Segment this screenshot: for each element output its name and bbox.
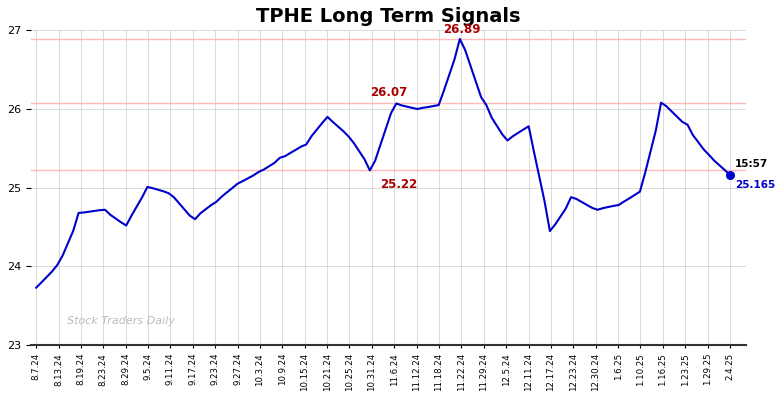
Text: 25.22: 25.22	[379, 178, 417, 191]
Text: 25.165: 25.165	[735, 180, 775, 190]
Point	[724, 172, 736, 178]
Text: 26.89: 26.89	[443, 23, 480, 36]
Title: TPHE Long Term Signals: TPHE Long Term Signals	[256, 7, 521, 26]
Text: Stock Traders Daily: Stock Traders Daily	[67, 316, 175, 326]
Text: 15:57: 15:57	[735, 159, 768, 169]
Text: 26.07: 26.07	[370, 86, 408, 99]
